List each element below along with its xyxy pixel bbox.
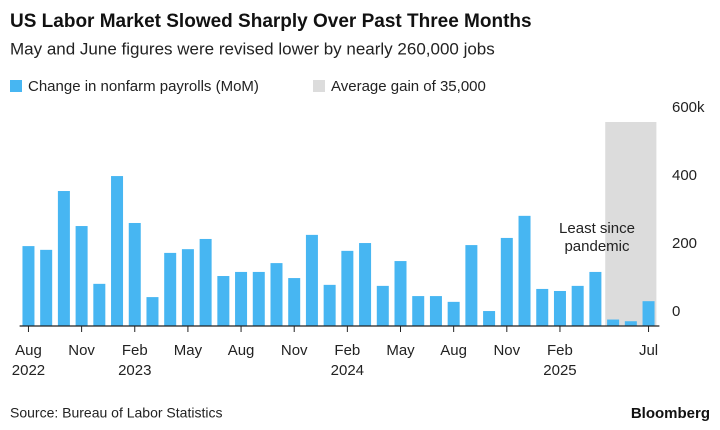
bar (518, 215, 531, 326)
bar (75, 226, 88, 326)
bar (323, 284, 336, 326)
x-tick-label: Feb (547, 342, 573, 359)
bar (146, 297, 159, 326)
y-tick-label: 200 (672, 235, 697, 252)
bar (288, 278, 301, 326)
bar (642, 301, 655, 326)
x-tick-label: Aug (440, 342, 467, 359)
legend-label: Change in nonfarm payrolls (MoM) (28, 78, 259, 95)
y-tick-label: 400 (672, 167, 697, 184)
bar (571, 285, 584, 326)
annotation: pandemic (564, 238, 630, 255)
x-year-label: 2024 (331, 362, 364, 379)
bar (128, 222, 141, 326)
bar (589, 271, 602, 326)
bar (447, 301, 460, 326)
bar (235, 271, 248, 326)
highlight-region (605, 122, 657, 326)
bar (93, 283, 106, 326)
bar (376, 285, 389, 326)
legend-label: Average gain of 35,000 (331, 78, 486, 95)
legend-swatch (10, 80, 22, 92)
bar (394, 261, 407, 326)
bar (252, 271, 265, 326)
x-year-label: 2025 (543, 362, 576, 379)
bar (217, 276, 230, 326)
x-tick-label: Aug (15, 342, 42, 359)
bar (305, 234, 318, 326)
bar (40, 249, 53, 326)
x-tick-label: Feb (334, 342, 360, 359)
legend-swatch (313, 80, 325, 92)
bar (111, 176, 124, 326)
x-tick-label: May (174, 342, 203, 359)
x-tick-label: Nov (281, 342, 308, 359)
bar (429, 296, 442, 326)
brand: Bloomberg (631, 405, 710, 422)
x-tick-label: Nov (68, 342, 95, 359)
x-year-label: 2023 (118, 362, 151, 379)
bar (553, 290, 566, 326)
x-year-label: 2022 (12, 362, 45, 379)
bar (624, 321, 637, 326)
source: Source: Bureau of Labor Statistics (10, 405, 222, 421)
x-tick-label: Feb (122, 342, 148, 359)
bar (359, 243, 372, 326)
x-tick-label: Jul (639, 342, 658, 359)
bar (22, 246, 35, 326)
bar (412, 296, 425, 326)
bar (181, 249, 194, 326)
annotation: Least since (559, 220, 635, 237)
y-tick-label: 0 (672, 303, 680, 320)
bar (500, 237, 513, 326)
bar (57, 191, 70, 326)
x-tick-label: Nov (493, 342, 520, 359)
bar (199, 238, 212, 326)
bar (607, 319, 620, 326)
x-tick-label: Aug (228, 342, 255, 359)
y-tick-label: 600k (672, 99, 705, 116)
x-tick-label: May (386, 342, 415, 359)
bar (465, 245, 478, 326)
chart-subtitle: May and June figures were revised lower … (10, 39, 495, 58)
bar (270, 263, 283, 326)
bar (483, 311, 496, 326)
bar (164, 252, 177, 326)
bar (536, 288, 549, 326)
bar (341, 250, 354, 326)
chart-title: US Labor Market Slowed Sharply Over Past… (10, 11, 532, 32)
